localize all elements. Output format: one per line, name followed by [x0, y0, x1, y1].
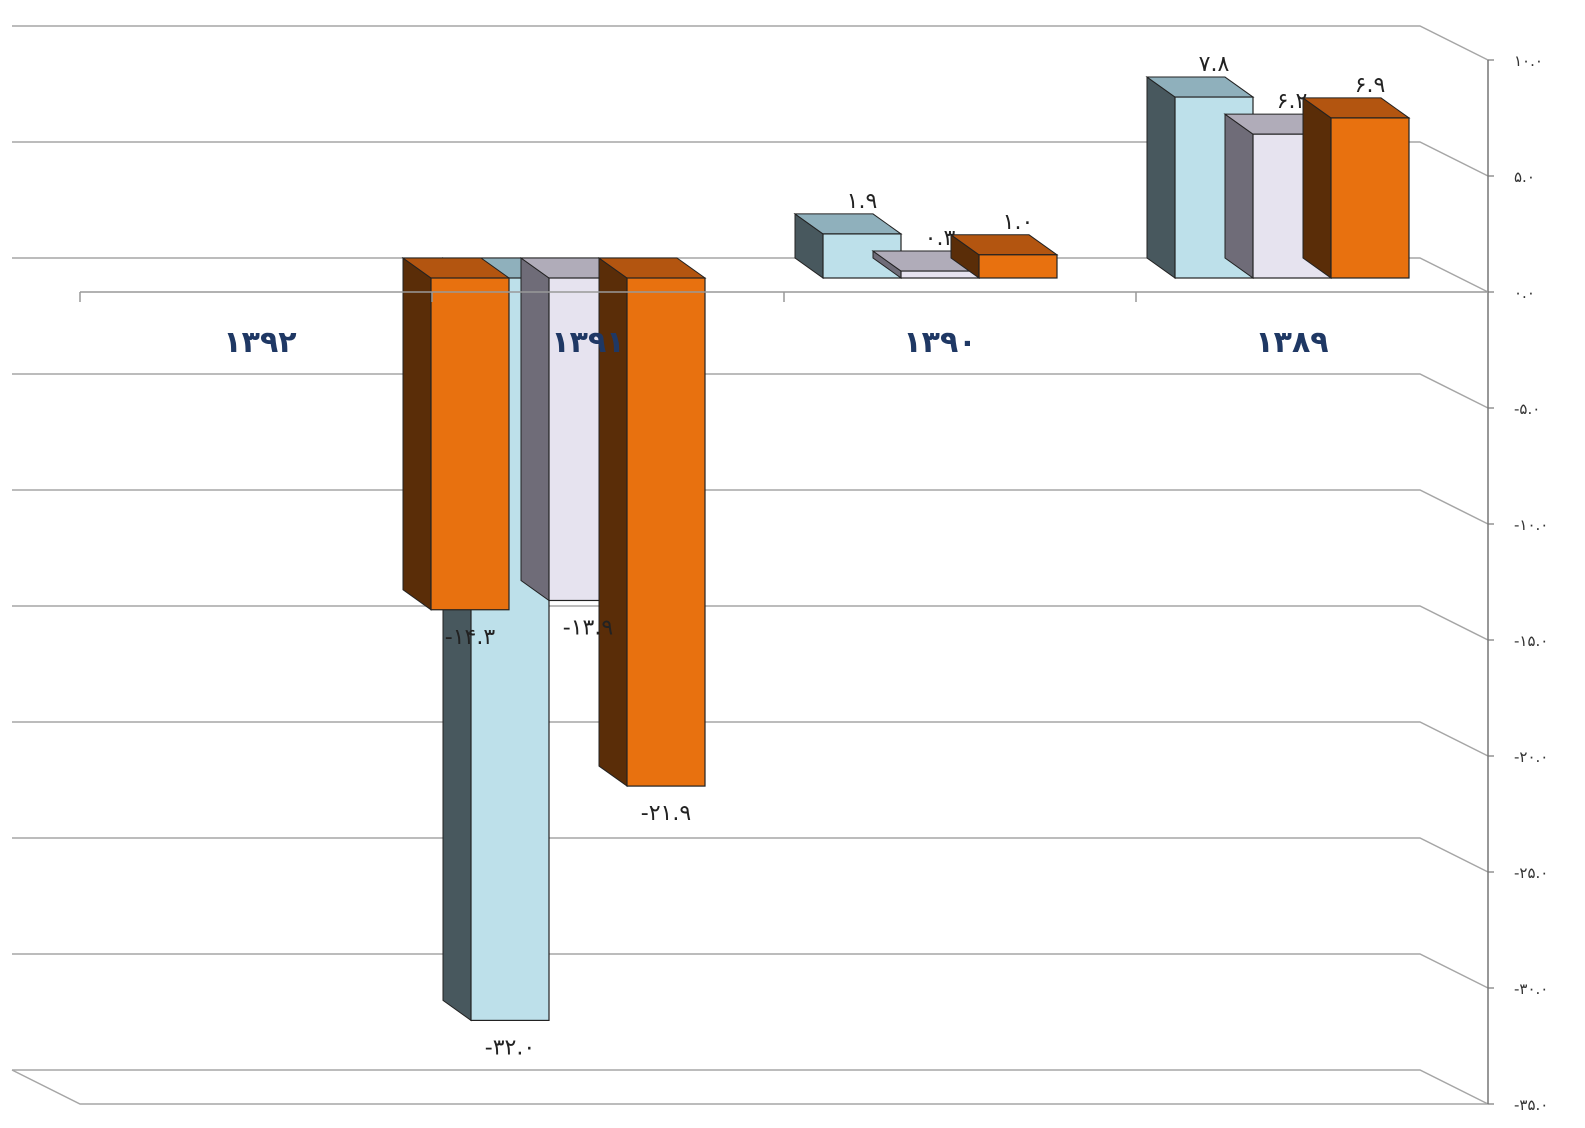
category-label: ۱۳۸۹ — [1255, 325, 1328, 360]
gridline — [12, 489, 1489, 525]
y-tick-label: -۲۰.۰ — [1514, 748, 1548, 766]
y-axis: ۱۰.۰ ۵.۰ ۰.۰ -۵.۰ -۱۰.۰ -۱۵.۰ -۲۰.۰ -۲۵.۰ -۳۰.۰ -… — [1487, 52, 1548, 1114]
category-label: ۱۳۹۲ — [223, 325, 296, 360]
data-label: ۱.۹ — [847, 189, 878, 214]
bar — [401, 257, 511, 611]
bar-front — [900, 270, 980, 279]
y-tick-label: ۵.۰ — [1514, 168, 1535, 186]
data-label: -۱۳.۹ — [563, 615, 613, 640]
floor-edge — [11, 1069, 1488, 1105]
data-label: ۷.۸ — [1199, 52, 1230, 77]
data-label: ۰.۳ — [925, 226, 956, 251]
gridline — [12, 1069, 1489, 1105]
bar-side — [1224, 113, 1254, 279]
gridline — [12, 953, 1489, 989]
data-label: -۳۲.۰ — [485, 1035, 535, 1060]
bar-side — [520, 257, 550, 602]
data-labels: ۷.۸ ۶.۲ ۶.۹ ۱.۹ ۰.۳ ۱.۰ -۳۲.۰ -۱۳.۹ -۲۱.۹ -۱۴.۳ — [445, 52, 1386, 1060]
gridline — [12, 605, 1489, 641]
bar-side — [1146, 76, 1176, 279]
gridline — [12, 25, 1489, 61]
gridline — [12, 373, 1489, 409]
data-label: -۱۴.۳ — [445, 625, 496, 650]
data-label: -۲۱.۹ — [641, 801, 691, 826]
category-axis: ۱۳۸۹ ۱۳۹۰ ۱۳۹۱ ۱۳۹۲ — [79, 291, 1488, 360]
category-label: ۱۳۹۰ — [903, 325, 976, 360]
bar-front — [626, 277, 706, 787]
y-tick-label: -۳۵.۰ — [1514, 1096, 1548, 1114]
category-label: ۱۳۹۱ — [551, 325, 624, 360]
bar — [793, 212, 903, 279]
bar — [949, 233, 1059, 279]
y-tick-label: -۲۵.۰ — [1514, 864, 1548, 882]
bar-side — [402, 257, 432, 611]
bar — [1301, 96, 1411, 279]
gridline — [12, 837, 1489, 873]
y-tick-label: -۳۰.۰ — [1514, 980, 1548, 998]
bar-front — [978, 254, 1058, 279]
y-tick-label: -۵.۰ — [1514, 400, 1540, 418]
bar-front — [430, 277, 510, 611]
y-tick-label: ۱۰.۰ — [1514, 52, 1543, 70]
data-label: ۶.۲ — [1277, 89, 1308, 114]
y-tick-label: -۱۵.۰ — [1514, 632, 1548, 650]
bars — [401, 76, 1411, 1022]
y-tick-label: -۱۰.۰ — [1514, 516, 1548, 534]
bar — [597, 257, 707, 788]
bar-front — [1330, 117, 1410, 279]
data-label: ۶.۹ — [1355, 73, 1386, 98]
data-label: ۱.۰ — [1003, 210, 1034, 235]
y-tick-label: ۰.۰ — [1514, 284, 1535, 302]
bar-side — [1302, 96, 1332, 279]
gridline — [12, 721, 1489, 757]
gridline — [12, 141, 1489, 177]
